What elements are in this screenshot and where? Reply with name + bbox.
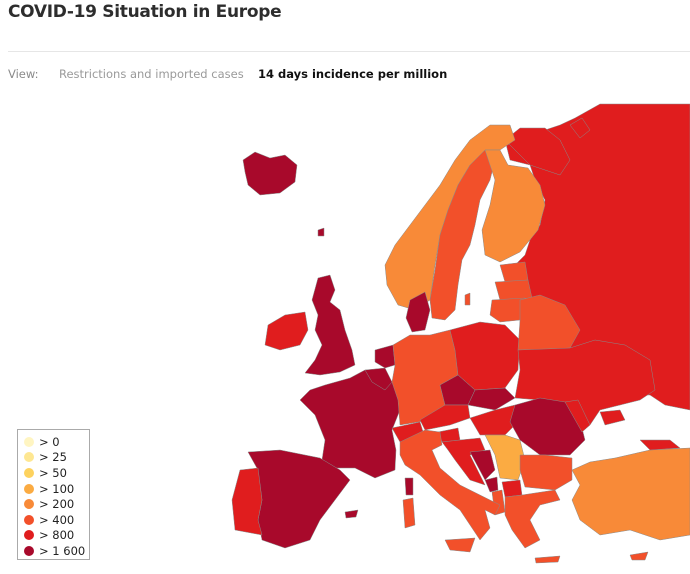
region-italy[interactable] xyxy=(399,429,501,541)
map-legend: > 0 > 25 > 50 > 100 > 200 > 400 > 800 > … xyxy=(17,429,90,560)
legend-item: > 800 xyxy=(24,528,89,544)
region-north-macedonia[interactable] xyxy=(501,479,523,498)
region-gotland[interactable] xyxy=(464,292,471,306)
legend-dot xyxy=(24,499,34,510)
legend-item: > 100 xyxy=(24,481,89,497)
region-latvia[interactable] xyxy=(494,279,533,301)
region-crete[interactable] xyxy=(534,555,561,564)
region-uk[interactable] xyxy=(304,274,356,376)
legend-item: > 400 xyxy=(24,512,89,528)
region-faroe[interactable] xyxy=(317,227,325,237)
region-denmark[interactable] xyxy=(405,291,431,333)
legend-label: > 1 600 xyxy=(39,543,86,558)
region-crimea[interactable] xyxy=(599,409,626,426)
region-portugal[interactable] xyxy=(231,467,263,536)
legend-dot xyxy=(24,452,34,463)
legend-dot xyxy=(24,530,34,541)
legend-item: > 1 600 xyxy=(24,543,89,559)
region-poland[interactable] xyxy=(449,321,521,391)
region-norway[interactable] xyxy=(384,124,516,311)
legend-label: > 0 xyxy=(39,434,60,449)
legend-label: > 50 xyxy=(39,465,67,480)
region-greece[interactable] xyxy=(504,489,561,549)
region-cyprus[interactable] xyxy=(629,551,649,561)
region-croatia[interactable] xyxy=(441,437,486,486)
region-corsica[interactable] xyxy=(404,477,414,496)
legend-label: > 25 xyxy=(39,450,67,465)
legend-dot xyxy=(24,545,34,556)
legend-label: > 200 xyxy=(39,497,75,512)
legend-item: > 0 xyxy=(24,434,89,450)
region-belgium[interactable] xyxy=(364,367,393,391)
region-sicily[interactable] xyxy=(444,537,476,553)
legend-item: > 200 xyxy=(24,496,89,512)
legend-item: > 25 xyxy=(24,450,89,466)
legend-label: > 100 xyxy=(39,481,75,496)
legend-label: > 400 xyxy=(39,512,75,527)
region-novaya[interactable] xyxy=(569,117,591,139)
legend-item: > 50 xyxy=(24,465,89,481)
region-ukraine[interactable] xyxy=(514,339,656,426)
region-iceland[interactable] xyxy=(242,151,298,196)
view-label: View: xyxy=(8,67,39,81)
divider xyxy=(8,51,690,52)
region-montenegro[interactable] xyxy=(484,476,499,493)
legend-dot xyxy=(24,436,34,447)
region-georgia[interactable] xyxy=(639,439,681,451)
region-sardinia[interactable] xyxy=(402,497,416,529)
region-slovakia[interactable] xyxy=(467,387,516,411)
region-turkey[interactable] xyxy=(571,447,690,541)
region-russia-north[interactable] xyxy=(504,127,571,176)
tab-restrictions[interactable]: Restrictions and imported cases xyxy=(59,67,244,81)
legend-dot xyxy=(24,467,34,478)
region-sweden[interactable] xyxy=(429,149,496,321)
legend-label: > 800 xyxy=(39,528,75,543)
region-bosnia[interactable] xyxy=(469,449,496,481)
region-ireland[interactable] xyxy=(264,311,309,351)
legend-dot xyxy=(24,514,34,525)
region-romania[interactable] xyxy=(509,397,586,456)
region-moldova[interactable] xyxy=(564,399,591,433)
region-finland[interactable] xyxy=(481,149,546,263)
region-bulgaria[interactable] xyxy=(519,454,573,491)
legend-dot xyxy=(24,483,34,494)
region-netherlands[interactable] xyxy=(374,344,396,369)
region-balearic[interactable] xyxy=(344,509,359,519)
region-estonia[interactable] xyxy=(499,261,529,283)
region-lithuania[interactable] xyxy=(489,297,526,323)
